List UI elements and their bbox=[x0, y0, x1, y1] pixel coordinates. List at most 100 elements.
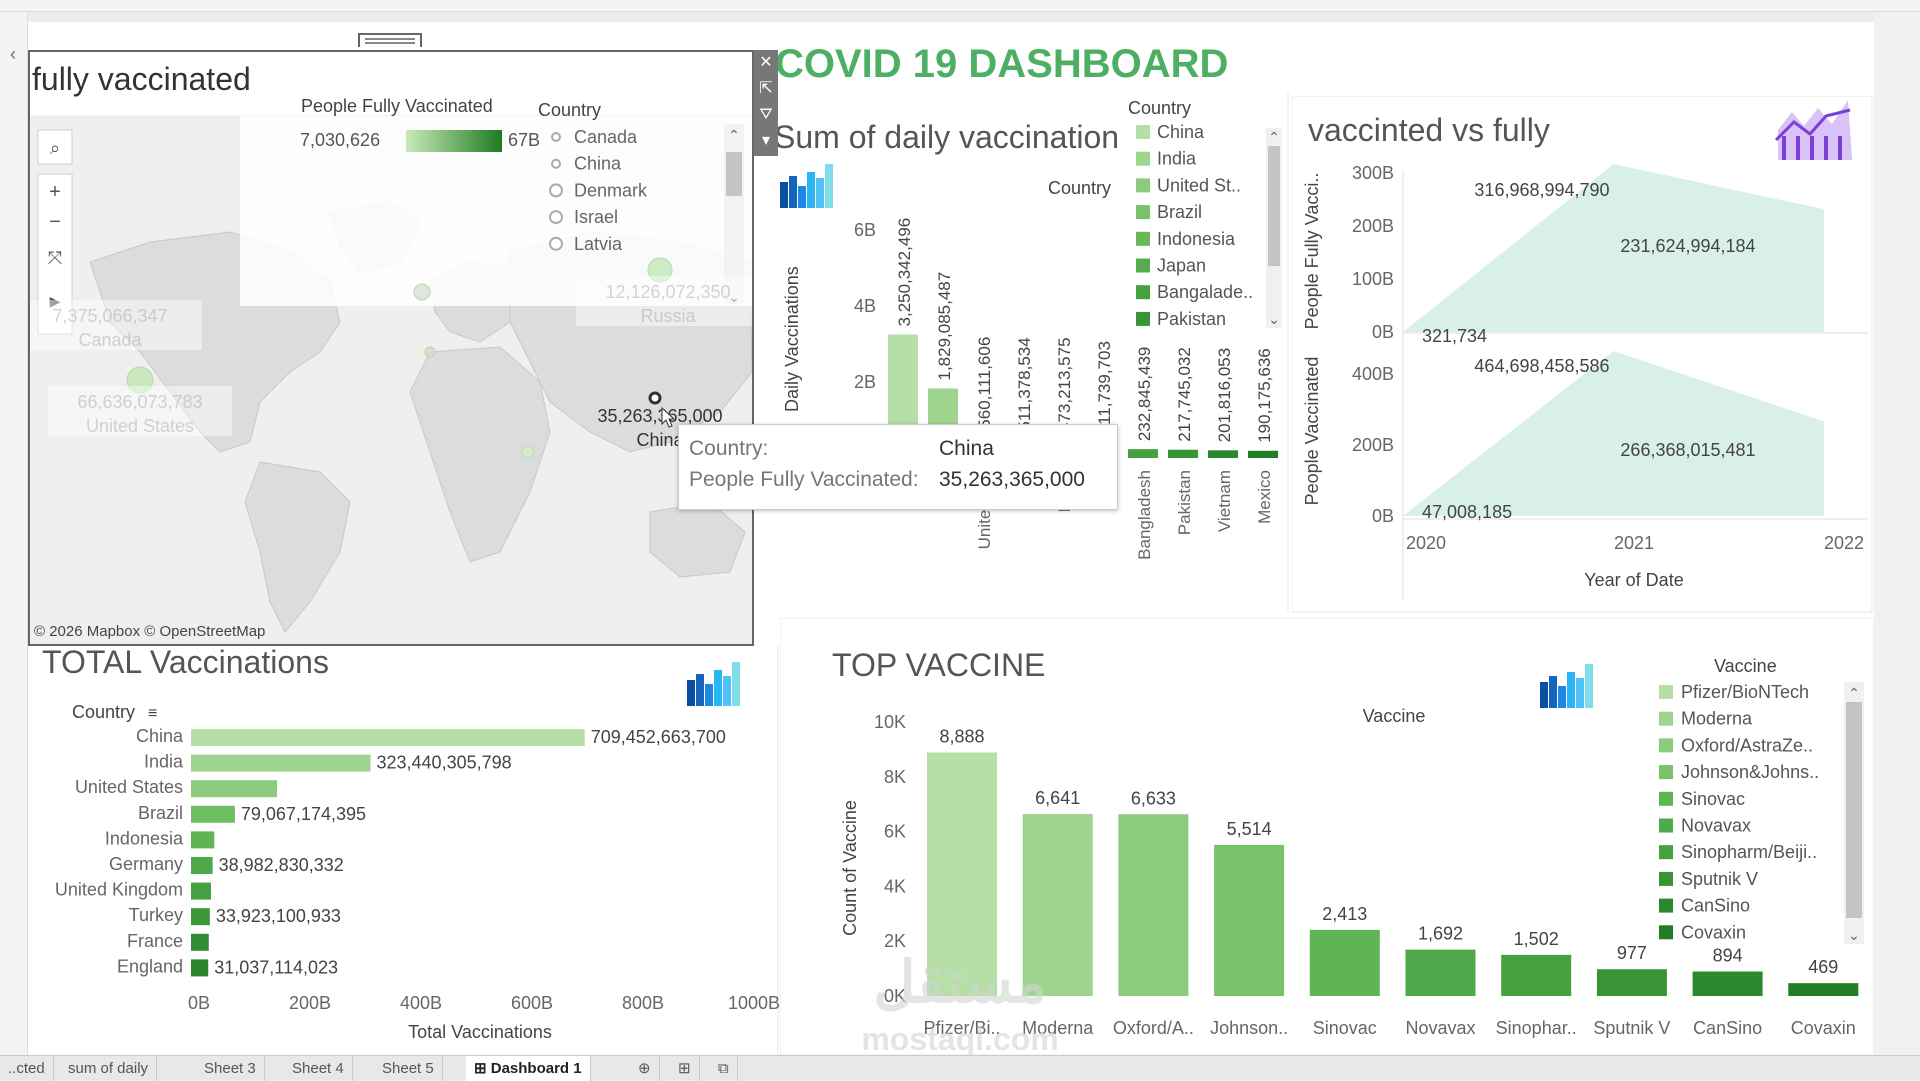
more-icon[interactable]: ▾ bbox=[761, 132, 771, 149]
daily-legend-item[interactable]: China bbox=[1157, 122, 1205, 142]
daily-bar-mexico[interactable] bbox=[1248, 450, 1278, 458]
map-search-button[interactable] bbox=[37, 129, 73, 165]
sheet-tab[interactable]: ⊞ Dashboard 1 bbox=[466, 1056, 591, 1081]
vaccine-category-label: Sinophar.. bbox=[1496, 1018, 1577, 1038]
vaccine-legend-item[interactable]: Novavax bbox=[1681, 816, 1751, 836]
map-mark[interactable] bbox=[126, 366, 154, 394]
map-mark[interactable] bbox=[647, 257, 673, 283]
sort-icon[interactable]: ≡ bbox=[148, 705, 157, 722]
vaccine-legend-item[interactable]: Sputnik V bbox=[1681, 869, 1758, 889]
pan-reset-icon[interactable]: ⤧ bbox=[48, 248, 62, 268]
daily-legend-item[interactable]: Bangalade.. bbox=[1157, 282, 1253, 302]
vaccine-legend-item[interactable]: CanSino bbox=[1681, 896, 1750, 916]
scroll-down-icon[interactable]: ⌄ bbox=[1848, 927, 1860, 943]
map-mark-china-selected[interactable] bbox=[648, 391, 662, 405]
vaccine-bar-6[interactable] bbox=[1405, 949, 1476, 996]
play-icon[interactable]: ▶ bbox=[50, 293, 61, 309]
map-tools-group bbox=[37, 173, 73, 335]
vaccine-bar-3[interactable] bbox=[1118, 814, 1189, 996]
daily-legend-item[interactable]: India bbox=[1157, 149, 1197, 169]
close-icon[interactable]: ✕ bbox=[759, 54, 773, 71]
map-legend-country[interactable]: Latvia bbox=[574, 234, 623, 254]
vaccine-bar-2[interactable] bbox=[1022, 814, 1093, 996]
new-story-icon[interactable]: ⧉ bbox=[710, 1056, 738, 1081]
vaccine-legend-swatch bbox=[1659, 711, 1673, 726]
search-icon[interactable]: ⌕ bbox=[50, 138, 60, 158]
vs-area-1[interactable] bbox=[1403, 164, 1824, 332]
vaccine-legend-item[interactable]: Covaxin bbox=[1681, 922, 1746, 942]
map-legend-country[interactable]: Denmark bbox=[574, 180, 648, 200]
scroll-down-icon[interactable]: ⌄ bbox=[728, 289, 740, 305]
vaccine-legend-item[interactable]: Pfizer/BioNTech bbox=[1681, 682, 1809, 702]
map-legend-scroll-thumb[interactable] bbox=[726, 152, 742, 196]
total-bar-england[interactable] bbox=[191, 959, 209, 977]
total-bar-france[interactable] bbox=[191, 933, 209, 951]
sheet-tab[interactable]: Sheet 4 bbox=[284, 1056, 353, 1081]
collapse-chevron-icon[interactable]: ‹ bbox=[10, 44, 16, 64]
total-category-label: China bbox=[136, 726, 184, 746]
scroll-up-icon[interactable]: ⌃ bbox=[1848, 685, 1860, 701]
scroll-down-icon[interactable]: ⌄ bbox=[1268, 311, 1280, 327]
total-bar-india[interactable] bbox=[191, 754, 371, 772]
total-bar-china[interactable] bbox=[191, 729, 585, 746]
map-legend-country[interactable]: Israel bbox=[574, 207, 618, 227]
total-category-label: United Kingdom bbox=[55, 880, 183, 900]
sheet-tab[interactable]: sum of daily bbox=[60, 1056, 158, 1081]
new-dashboard-icon[interactable]: ⊞ bbox=[670, 1056, 700, 1081]
map-mark[interactable] bbox=[413, 283, 431, 301]
scroll-up-icon[interactable]: ⌃ bbox=[728, 127, 740, 143]
daily-legend-item[interactable]: Brazil bbox=[1157, 202, 1202, 222]
drag-handle[interactable] bbox=[358, 33, 422, 47]
zoom-in-icon[interactable]: + bbox=[49, 181, 61, 203]
vaccine-bar-7[interactable] bbox=[1501, 954, 1572, 996]
sheet-tab[interactable]: ..cted bbox=[0, 1056, 54, 1081]
vaccine-panel-title: TOP VACCINE bbox=[832, 647, 1045, 683]
popout-icon[interactable]: ⇱ bbox=[759, 80, 773, 97]
vaccine-legend-item[interactable]: Sinopharm/Beiji.. bbox=[1681, 842, 1817, 862]
daily-legend-item[interactable]: Indonesia bbox=[1157, 229, 1236, 249]
vaccine-legend-swatch bbox=[1659, 791, 1673, 806]
chart-icon-bar bbox=[723, 676, 731, 706]
vaccine-bar-9[interactable] bbox=[1692, 971, 1763, 996]
map-label-bg bbox=[30, 300, 202, 350]
total-bar-indonesia[interactable] bbox=[191, 831, 215, 849]
vaccine-bar-4[interactable] bbox=[1214, 844, 1285, 996]
total-bar-germany[interactable] bbox=[191, 857, 213, 874]
daily-bar-pakistan[interactable] bbox=[1168, 449, 1198, 458]
daily-bar-vietnam[interactable] bbox=[1208, 450, 1238, 458]
map-mark[interactable] bbox=[521, 445, 535, 459]
total-category-label: England bbox=[117, 956, 183, 976]
vaccine-legend-scroll-thumb[interactable] bbox=[1846, 702, 1862, 918]
vaccine-bar-5[interactable] bbox=[1309, 929, 1380, 996]
vaccine-legend-item[interactable]: Sinovac bbox=[1681, 789, 1745, 809]
scroll-up-icon[interactable]: ⌃ bbox=[1268, 129, 1280, 145]
sheet-tab[interactable]: Sheet 5 bbox=[374, 1056, 443, 1081]
filter-icon[interactable]: ⛛ bbox=[759, 106, 773, 123]
daily-legend-item[interactable]: Japan bbox=[1157, 256, 1206, 276]
zoom-out-icon[interactable]: − bbox=[49, 211, 61, 233]
daily-legend-scroll-thumb[interactable] bbox=[1268, 146, 1280, 266]
vaccine-legend-item[interactable]: Johnson&Johns.. bbox=[1681, 762, 1819, 782]
map-legend-country[interactable]: China bbox=[574, 154, 622, 174]
map-legend-country[interactable]: Canada bbox=[574, 127, 638, 147]
vaccine-bar-1[interactable] bbox=[927, 752, 997, 996]
vaccine-legend-item[interactable]: Moderna bbox=[1681, 709, 1753, 729]
world-map[interactable]: fully vaccinated People Fully Vaccinated 7… bbox=[30, 52, 752, 644]
daily-ylabel: Daily Vaccinations bbox=[782, 266, 802, 412]
total-bar-united-states[interactable] bbox=[191, 780, 278, 798]
new-sheet-icon[interactable]: ⊕ bbox=[630, 1056, 660, 1081]
daily-bar-bangladesh[interactable] bbox=[1128, 449, 1158, 458]
map-mark[interactable] bbox=[424, 346, 436, 358]
vs-area-2[interactable] bbox=[1403, 351, 1824, 516]
daily-legend-item[interactable]: Pakistan bbox=[1157, 309, 1226, 329]
daily-legend-item[interactable]: United St.. bbox=[1157, 175, 1241, 195]
sheet-tab[interactable]: Sheet 3 bbox=[196, 1056, 265, 1081]
vaccine-bar-10[interactable] bbox=[1788, 983, 1859, 996]
map-panel[interactable]: fully vaccinated People Fully Vaccinated 7… bbox=[28, 50, 754, 646]
total-bar-turkey[interactable] bbox=[191, 908, 210, 926]
vaccine-bar-8[interactable] bbox=[1596, 969, 1667, 996]
total-bar-united-kingdom[interactable] bbox=[191, 882, 211, 900]
total-bar-brazil[interactable] bbox=[191, 805, 235, 823]
area-chart-icon bbox=[1774, 100, 1852, 160]
vaccine-legend-item[interactable]: Oxford/AstraZe.. bbox=[1681, 735, 1813, 755]
